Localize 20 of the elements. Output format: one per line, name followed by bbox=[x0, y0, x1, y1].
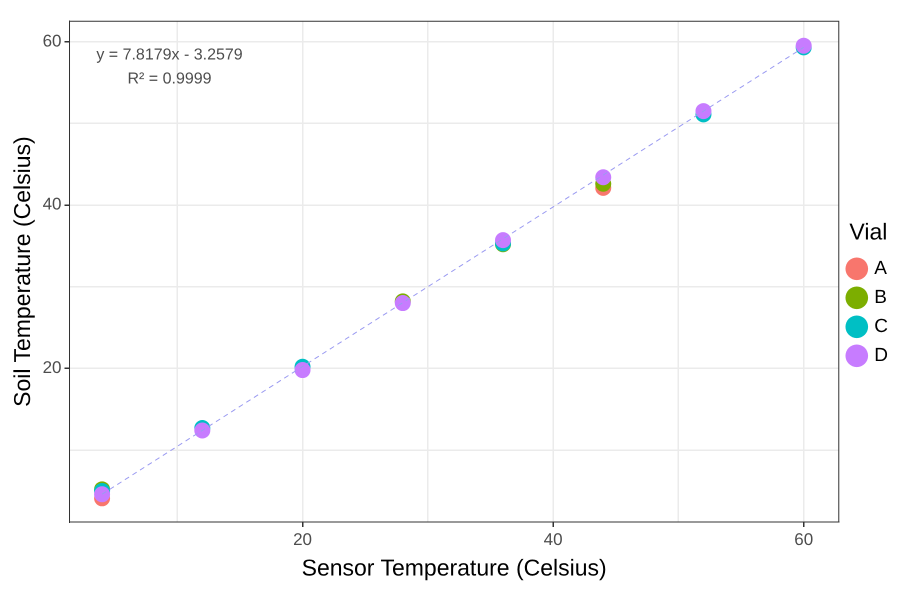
legend-label: D bbox=[874, 345, 888, 366]
x-tick-label: 60 bbox=[794, 530, 814, 549]
y-tick-label: 60 bbox=[42, 31, 62, 50]
y-axis-title: Soil Temperature (Celsius) bbox=[9, 136, 36, 407]
legend-label: B bbox=[874, 287, 887, 308]
legend-title: Vial bbox=[849, 218, 888, 245]
legend-label: A bbox=[874, 258, 888, 280]
annotation: R² = 0.9999 bbox=[127, 70, 212, 88]
annotation: y = 7.8179x - 3.2579 bbox=[96, 46, 243, 64]
y-tick-label: 20 bbox=[42, 358, 62, 378]
legend-label: C bbox=[874, 316, 888, 338]
point bbox=[695, 103, 712, 120]
x-tick-label: 20 bbox=[293, 530, 312, 549]
point bbox=[94, 486, 110, 502]
x-tick-label: 40 bbox=[544, 530, 563, 549]
point bbox=[595, 169, 612, 186]
x-axis-title: Sensor Temperature (Celsius) bbox=[302, 554, 607, 581]
point bbox=[495, 232, 512, 248]
y-tick-label: 40 bbox=[42, 194, 62, 214]
point bbox=[294, 362, 311, 378]
